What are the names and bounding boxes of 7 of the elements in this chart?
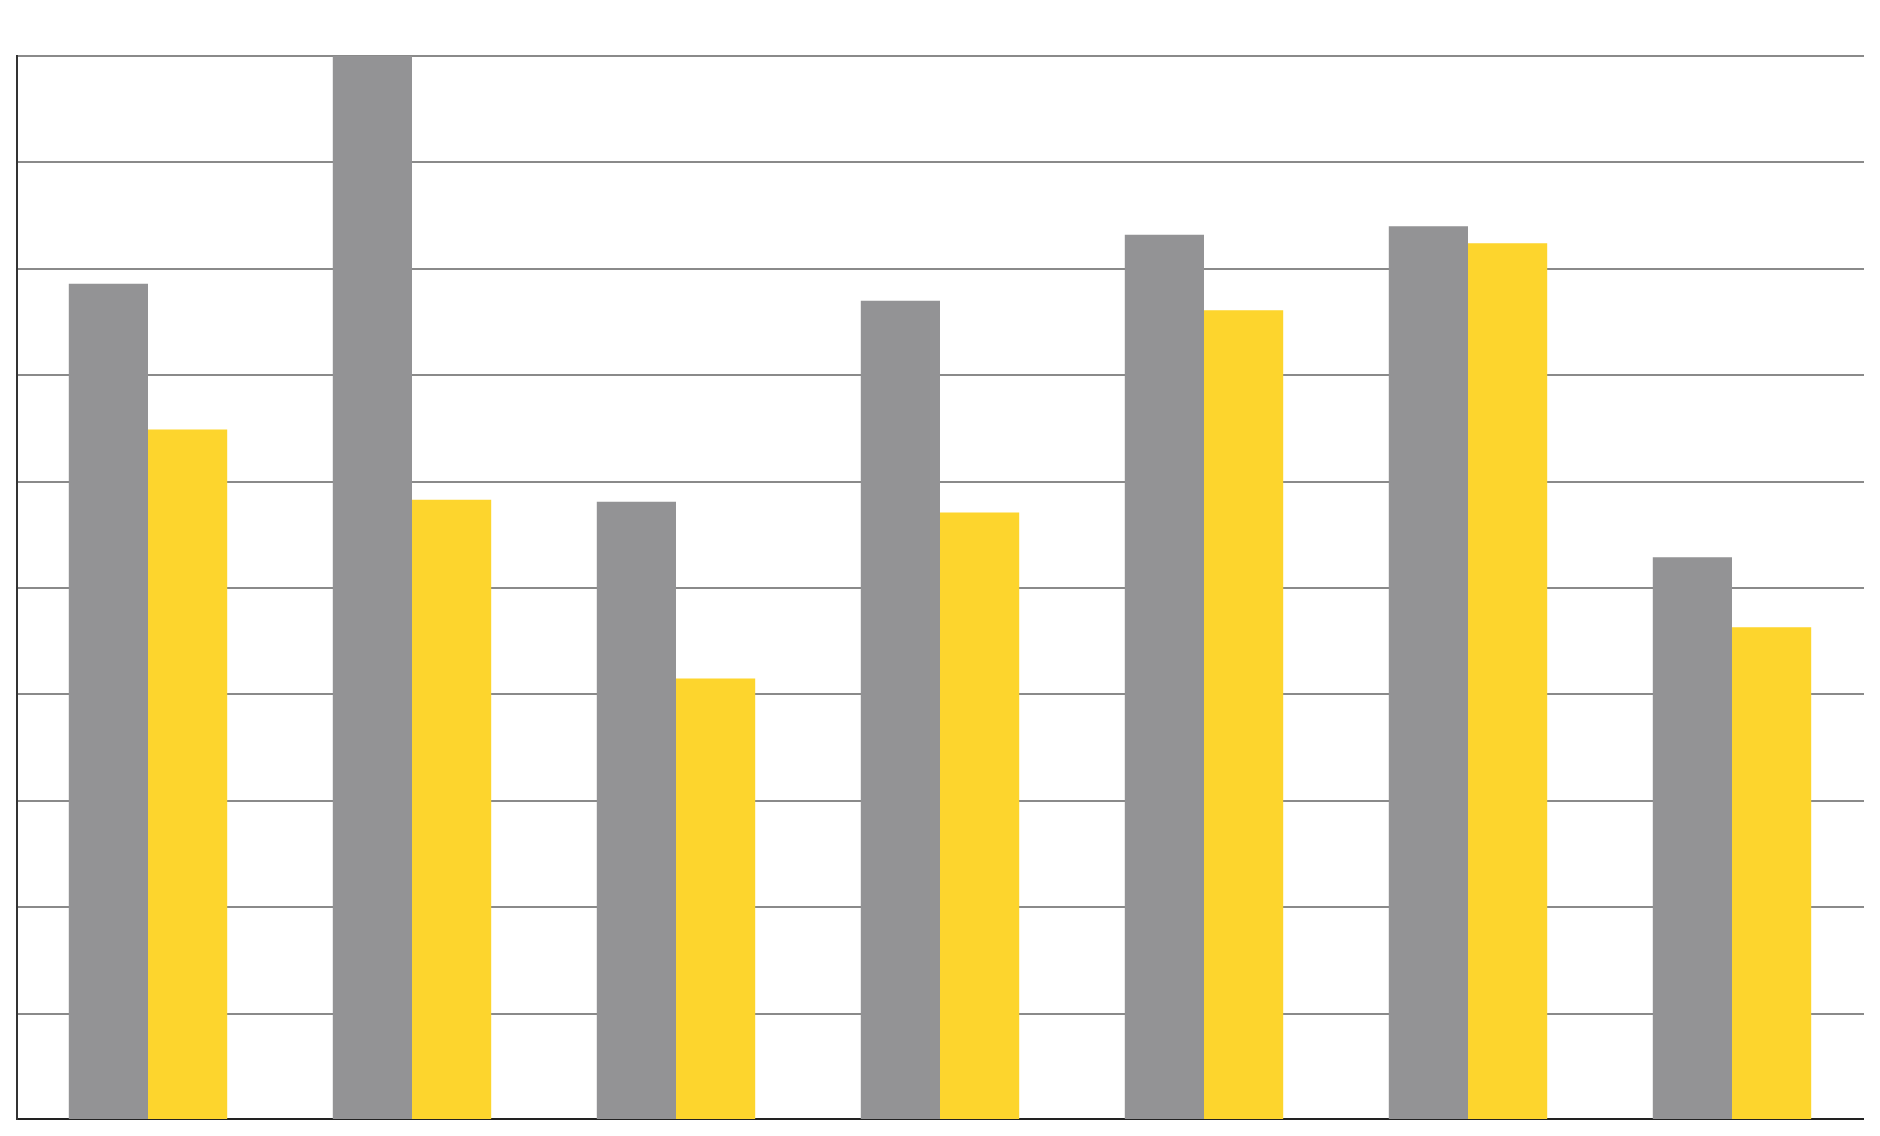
bar: [148, 429, 228, 1119]
bar: [676, 678, 756, 1119]
bar: [1468, 243, 1548, 1119]
bar: [940, 512, 1020, 1119]
bar: [412, 499, 492, 1119]
bar: [1732, 627, 1812, 1119]
bar: [1204, 310, 1284, 1119]
